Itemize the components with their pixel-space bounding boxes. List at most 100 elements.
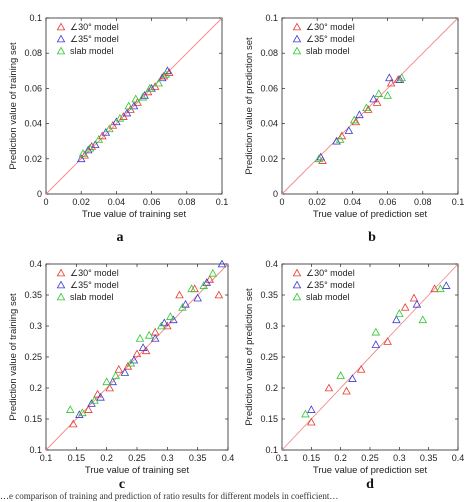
- data-point-30deg: [430, 284, 439, 293]
- data-point-35deg: [129, 355, 139, 364]
- data-point-30deg: [400, 302, 410, 311]
- x-tick-label: 0.02: [308, 197, 326, 207]
- chart-panel-d: 0.1 0.15 0.2 0.25 0.3 0.35 0.4 0.1 0.15 0.2 0.25 0.…: [244, 259, 464, 492]
- data-point-35deg: [108, 377, 118, 386]
- legend-entry: ∠30° model: [70, 268, 119, 278]
- y-axis-label: Prediction value of prediction set: [244, 37, 255, 175]
- legend-entry: ∠35° model: [70, 34, 119, 44]
- y-tick-label: 0.15: [24, 414, 42, 424]
- y-tick-label: 0.1: [265, 13, 278, 23]
- data-point-slab: [301, 409, 310, 418]
- data-point-35deg: [193, 293, 202, 302]
- data-point-35deg: [392, 315, 401, 324]
- data-point-35deg: [160, 318, 169, 327]
- data-point-35deg: [181, 299, 190, 308]
- legend-marker: [56, 280, 66, 289]
- legend-marker: [56, 22, 66, 31]
- legend-entry: ∠30° model: [70, 22, 119, 32]
- data-point-30deg: [386, 78, 396, 87]
- data-point-slab: [336, 371, 345, 379]
- data-point-35deg: [307, 405, 316, 413]
- data-point-30deg: [87, 142, 97, 150]
- y-tick-label: 0.1: [29, 13, 42, 23]
- x-tick-label: 0.1: [216, 197, 229, 207]
- x-tick-label: 0.15: [68, 453, 86, 463]
- data-point-slab: [124, 101, 133, 110]
- data-point-slab: [166, 312, 175, 320]
- x-tick-label: 0.25: [128, 453, 146, 463]
- x-tick-label: 0.3: [393, 453, 406, 463]
- data-point-30deg: [307, 417, 316, 426]
- legend-entry: ∠30° model: [306, 22, 355, 32]
- y-tick-label: 0.04: [260, 119, 278, 129]
- legend-marker: [56, 268, 66, 277]
- x-tick-label: 0.02: [72, 197, 90, 207]
- x-tick-label: 0.2: [100, 453, 113, 463]
- legend-marker: [292, 268, 302, 277]
- y-tick-label: 0.25: [260, 352, 278, 362]
- legend-marker: [292, 292, 302, 301]
- data-point-slab: [349, 115, 359, 124]
- x-tick-label: 0: [43, 197, 48, 207]
- legend-marker: [56, 34, 66, 43]
- y-tick-label: 0.4: [265, 259, 278, 269]
- legend-entry: slab model: [70, 46, 114, 56]
- data-point-35deg: [120, 368, 130, 376]
- x-tick-label: 0.3: [161, 453, 174, 463]
- y-tick-label: 0.1: [265, 445, 278, 455]
- data-point-30deg: [132, 349, 142, 358]
- data-point-35deg: [150, 333, 160, 342]
- data-point-35deg: [202, 278, 212, 286]
- x-axis-label: True value of prediction set: [313, 209, 428, 220]
- data-point-slab: [131, 94, 141, 103]
- data-point-slab: [65, 405, 75, 413]
- y-tick-label: 0.3: [29, 321, 42, 331]
- data-point-slab: [161, 69, 170, 78]
- data-point-slab: [102, 377, 111, 386]
- data-point-35deg: [316, 152, 325, 161]
- x-tick-label: 0: [279, 197, 284, 207]
- data-point-slab: [78, 149, 88, 157]
- x-tick-label: 0.1: [276, 453, 289, 463]
- legend-entry: ∠35° model: [306, 34, 355, 44]
- data-point-35deg: [355, 110, 364, 119]
- legend-entry: slab model: [70, 292, 114, 302]
- data-point-slab: [94, 135, 104, 143]
- data-point-slab: [135, 333, 145, 342]
- x-tick-label: 0.04: [108, 197, 126, 207]
- data-point-35deg: [83, 145, 93, 154]
- y-tick-label: 0.04: [24, 119, 42, 129]
- data-point-30deg: [93, 389, 102, 398]
- data-point-slab: [145, 83, 155, 92]
- y-axis-label: Prediction value of prediction set: [244, 288, 255, 426]
- data-point-slab: [144, 330, 154, 339]
- legend-entry: ∠35° model: [70, 280, 119, 290]
- x-tick-label: 0.4: [222, 453, 235, 463]
- data-point-slab: [418, 315, 428, 324]
- legend-entry: slab model: [306, 46, 350, 56]
- x-tick-label: 0.1: [40, 453, 53, 463]
- data-point-35deg: [332, 136, 341, 145]
- y-tick-label: 0.08: [260, 48, 278, 58]
- data-point-30deg: [383, 337, 392, 345]
- data-point-35deg: [395, 75, 405, 83]
- x-axis-label: True value of training set: [82, 209, 187, 220]
- data-point-slab: [436, 284, 445, 293]
- y-tick-label: 0.08: [24, 48, 42, 58]
- data-point-slab: [85, 143, 95, 152]
- x-tick-label: 0.35: [189, 453, 207, 463]
- data-point-35deg: [129, 101, 139, 110]
- data-point-slab: [362, 103, 371, 112]
- legend-marker: [292, 280, 302, 289]
- data-point-30deg: [363, 105, 373, 113]
- legend-marker: [292, 22, 302, 31]
- y-tick-label: 0.35: [24, 290, 42, 300]
- data-point-slab: [115, 113, 125, 122]
- data-point-slab: [199, 281, 209, 289]
- data-point-30deg: [164, 68, 174, 76]
- x-tick-label: 0.35: [420, 453, 438, 463]
- data-point-slab: [187, 284, 196, 293]
- legend-entry: ∠30° model: [306, 268, 355, 278]
- y-tick-label: 0.15: [260, 414, 278, 424]
- data-point-35deg: [441, 281, 451, 289]
